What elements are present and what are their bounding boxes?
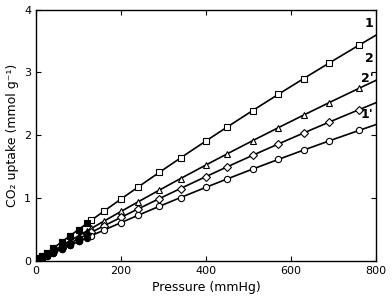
Text: 2: 2 bbox=[365, 52, 374, 65]
Y-axis label: CO₂ uptake (mmol g⁻¹): CO₂ uptake (mmol g⁻¹) bbox=[5, 64, 18, 207]
X-axis label: Pressure (mmHg): Pressure (mmHg) bbox=[152, 281, 260, 294]
Text: 1': 1' bbox=[361, 108, 374, 121]
Text: 2': 2' bbox=[361, 72, 374, 85]
Text: 1: 1 bbox=[365, 17, 374, 30]
